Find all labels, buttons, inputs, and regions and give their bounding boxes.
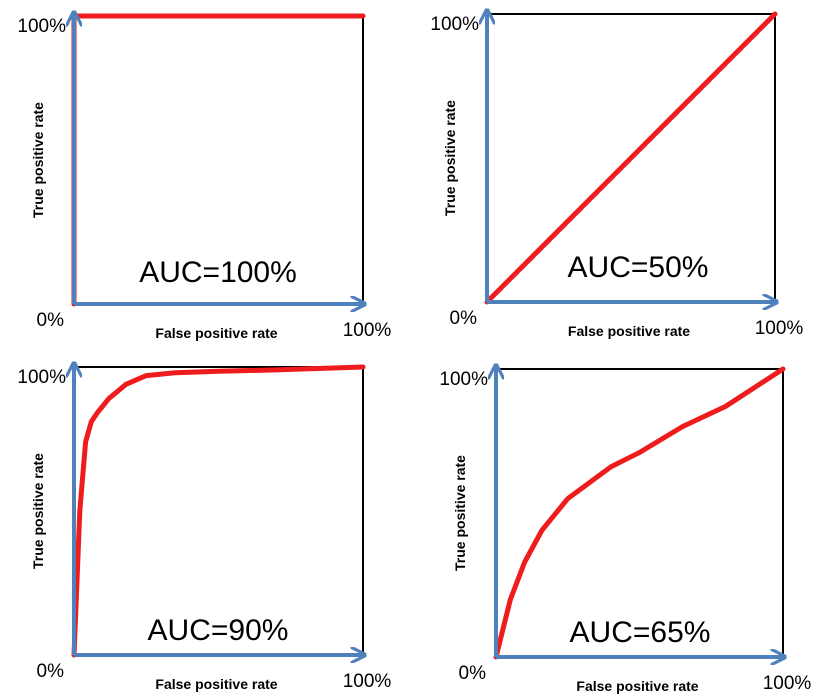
x-axis-title: False positive rate [576,678,698,694]
auc-annotation: AUC=100% [139,256,297,289]
y-axis-title: True positive rate [452,455,468,571]
plot-frame [496,368,784,657]
y-max-tick-label: 100% [439,369,488,390]
origin-tick-label: 0% [37,661,65,682]
roc-panel-1: 0% 100% 100% False positive rate True positi… [17,12,391,341]
y-axis-title: True positive rate [30,453,46,569]
auc-annotation: AUC=90% [148,614,289,647]
roc-curve-line [493,366,786,660]
x-max-tick-label: 100% [343,320,392,341]
auc-annotation: AUC=50% [568,251,709,284]
x-max-tick-label: 100% [755,318,804,339]
origin-tick-label: 0% [37,310,65,331]
roc-panel-3: 0% 100% 100% False positive rate True positi… [17,363,391,692]
roc-curve-line [484,11,778,305]
x-axis-title: False positive rate [155,325,277,341]
y-max-tick-label: 100% [430,14,479,35]
x-axis-title: False positive rate [568,323,690,339]
origin-tick-label: 0% [450,308,478,329]
y-max-tick-label: 100% [17,367,66,388]
plot-frame [74,366,364,655]
x-max-tick-label: 100% [763,673,812,694]
y-axis-title: True positive rate [442,100,458,216]
roc-panel-2: 0% 100% 100% False positive rate True positi… [430,10,803,339]
x-axis-title: False positive rate [155,676,277,692]
y-axis-title: True positive rate [30,102,46,218]
roc-panel-4: 0% 100% 100% False positive rate True positi… [439,365,811,694]
roc-curve-line [71,364,366,658]
x-max-tick-label: 100% [343,671,392,692]
auc-annotation: AUC=65% [570,616,711,649]
y-max-tick-label: 100% [17,16,66,37]
origin-tick-label: 0% [459,663,487,684]
